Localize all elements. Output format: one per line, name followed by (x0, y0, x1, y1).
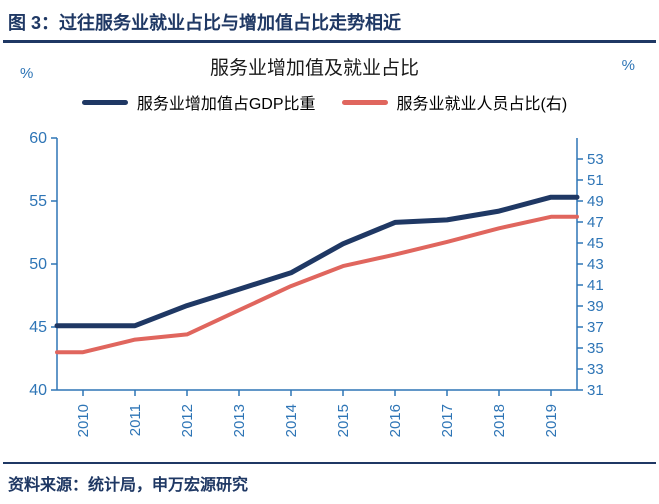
right-axis-tick-label: 31 (587, 382, 604, 399)
right-axis-tick-label: 49 (587, 193, 604, 210)
x-axis-tick-label: 2016 (387, 404, 404, 437)
x-axis-tick-label: 2018 (491, 404, 508, 437)
x-axis-tick-label: 2011 (127, 404, 144, 436)
header-divider (3, 40, 656, 43)
chart-title: 服务业增加值及就业占比 (209, 58, 419, 79)
right-axis-unit-label: % (621, 57, 635, 74)
source-note: 资料来源：统计局，申万宏源研究 (8, 477, 249, 494)
legend-line-swatch-red (341, 99, 388, 105)
left-axis-tick-label: 55 (29, 193, 47, 210)
x-axis-tick-label: 2017 (439, 404, 456, 437)
right-axis-tick-label: 45 (587, 235, 604, 252)
legend-line-swatch-blue (81, 99, 128, 105)
x-axis-tick-label: 2014 (283, 404, 300, 437)
right-axis-tick-label: 37 (587, 319, 604, 336)
x-axis-tick-label: 2019 (543, 404, 560, 437)
x-axis-tick-label: 2010 (75, 404, 92, 437)
figure-title: 图 3：过往服务业就业占比与增加值占比走势相近 (8, 13, 402, 33)
figure-footer: 资料来源：统计局，申万宏源研究 (0, 462, 659, 504)
right-axis-tick-label: 35 (587, 340, 604, 357)
right-axis-tick-label: 33 (587, 361, 604, 378)
figure-header: 图 3：过往服务业就业占比与增加值占比走势相近 (0, 0, 659, 43)
left-axis-tick-label: 40 (29, 382, 47, 399)
right-axis-tick-label: 43 (587, 256, 604, 273)
x-axis-tick-label: 2012 (179, 404, 196, 437)
right-axis-tick-label: 47 (587, 214, 604, 231)
line-chart: 60 55 50 45 40 53 51 49 47 45 43 41 39 37 35 33 31 2010 20… (29, 130, 604, 437)
series-line-left (54, 194, 580, 329)
legend-label: 服务业增加值占GDP比重 (136, 96, 316, 113)
left-axis-tick-label: 60 (29, 130, 47, 147)
x-axis-tick-label: 2015 (335, 404, 352, 437)
legend-label: 服务业就业人员占比(右) (396, 96, 568, 113)
right-axis-tick-label: 51 (587, 172, 604, 189)
left-axis-tick-label: 45 (29, 319, 47, 336)
legend-item-employment-share: 服务业就业人员占比(右) (341, 90, 568, 114)
right-axis-tick-label: 41 (587, 277, 604, 294)
left-axis-unit-label: % (20, 65, 34, 82)
right-axis-tick-label: 39 (587, 298, 604, 315)
x-axis-tick-label: 2013 (231, 404, 248, 437)
footer-divider (3, 462, 656, 464)
legend-item-gdp-share: 服务业增加值占GDP比重 (81, 90, 316, 114)
left-axis-tick-label: 50 (29, 256, 47, 273)
series-line-right (55, 214, 579, 355)
chart-legend: 服务业增加值占GDP比重 服务业就业人员占比(右) (0, 90, 649, 114)
right-axis-tick-label: 53 (587, 151, 604, 168)
chart-area: % % 服务业增加值及就业占比 服务业增加值占GDP比重 服务业就业人员占比(右… (0, 43, 659, 448)
